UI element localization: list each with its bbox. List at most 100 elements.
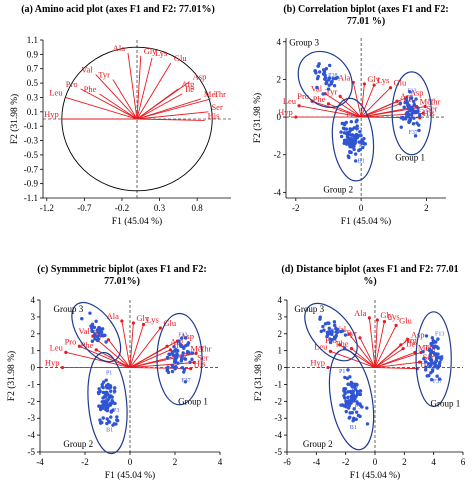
d-vector-end: [394, 323, 398, 328]
d-observation-point: [343, 396, 347, 400]
d-observation-point: [334, 330, 338, 334]
b-observation-point: [358, 130, 362, 134]
b-observation-point: [344, 120, 348, 125]
d-vector-label-ala: Ala: [354, 308, 367, 318]
d-vector-label-glu: Glu: [399, 315, 413, 325]
d-observation-point: [365, 406, 369, 410]
c-observation-point: [181, 351, 185, 355]
d-x-tick-label: -6: [283, 457, 291, 467]
b-observation-point: [347, 137, 352, 141]
c-observation-point: [174, 365, 178, 369]
d-x-tick-label: 4: [431, 457, 436, 467]
a-y-tick-label: -0.5: [24, 150, 39, 160]
d-vector-ile: [374, 348, 404, 368]
c-observation-point: [183, 380, 188, 384]
b-group-ellipse-1: [391, 71, 432, 156]
c-y-tick-label: 1: [31, 346, 36, 356]
d-vector-val: [348, 333, 376, 368]
a-y-tick-label: 0.7: [27, 64, 39, 74]
c-vector-tyr: [108, 339, 131, 368]
a-vector-glu: [136, 62, 172, 120]
b-y-tick-label: 4: [277, 37, 282, 47]
d-observation-point: [319, 329, 323, 334]
a-vector-label-phe: Phe: [84, 84, 97, 94]
b-observation-point: [359, 133, 363, 138]
a-vector-tyr: [112, 79, 138, 120]
c-observation-point: [101, 380, 106, 384]
d-observation-point: [436, 337, 440, 341]
d-observation-point: [352, 399, 356, 403]
c-vector-label-met: Met: [190, 343, 204, 353]
d-vector-label-tyr: Tyr: [345, 328, 357, 338]
a-vector-ser: [136, 111, 209, 120]
a-y-tick-label: 0.9: [27, 49, 39, 59]
b-vector-label-asp: Asp: [410, 87, 424, 97]
d-observation-point: [424, 334, 429, 338]
c-group-label: Group 2: [63, 439, 93, 449]
c-vector-thr: [129, 352, 197, 368]
b-observation-point: [358, 147, 362, 152]
d-observation-point: [438, 360, 442, 365]
b-vector-leu: [298, 105, 362, 118]
b-y-tick-label: -4: [274, 187, 282, 197]
b-observation-point: [331, 76, 336, 81]
a-vector-leu: [65, 97, 138, 120]
c-vector-end: [168, 348, 173, 352]
c-observation-point: [88, 311, 92, 315]
d-observation-point: [430, 336, 435, 340]
d-y-tick-label: 0: [278, 363, 283, 373]
c-x-axis-label: F1 (45.04 %): [105, 470, 155, 481]
a-vector-pro: [80, 88, 138, 120]
b-vector-end: [372, 83, 376, 87]
c-observation-point: [90, 329, 94, 334]
d-observation-point: [358, 414, 362, 419]
b-observation-point: [335, 75, 340, 80]
d-observation-point: [330, 329, 334, 333]
c-observation-label: P3: [113, 408, 119, 414]
a-vector-label-asp: Asp: [193, 72, 207, 82]
a-vector-ala: [127, 52, 138, 120]
d-vector-end: [328, 349, 333, 353]
b-x-tick-label: -2: [292, 203, 300, 213]
d-vector-end: [367, 316, 371, 320]
c-observation-point: [110, 395, 114, 399]
panel-c-title: (c) Symmmetric biplot (axes F1 and F2: 77…: [37, 264, 206, 287]
c-observation-point: [97, 391, 101, 396]
c-observation-point: [100, 327, 105, 331]
b-observation-point: [326, 87, 331, 91]
d-y-tick-label: -1: [275, 379, 283, 389]
b-observation-point: [352, 147, 356, 152]
a-y-tick-label: 0.3: [27, 92, 39, 102]
c-observation-point: [190, 357, 194, 362]
b-observation-point: [361, 145, 365, 150]
d-vector-end: [338, 343, 342, 347]
b-observation-point: [355, 126, 359, 131]
a-vector-label-gly: Gly: [144, 46, 158, 56]
c-observation-point: [89, 326, 94, 330]
d-x-tick-label: 0: [373, 457, 378, 467]
c-observation-point: [111, 423, 115, 427]
d-vector-gly: [374, 319, 378, 368]
b-vector-phe: [328, 103, 362, 118]
b-x-tick-label: 0: [359, 203, 364, 213]
d-observation-point: [421, 349, 425, 354]
d-vector-end: [417, 360, 422, 364]
c-group-label: Group 3: [54, 304, 84, 314]
c-observation-point: [80, 316, 84, 321]
a-x-tick-label: -0.7: [77, 203, 92, 213]
d-observation-point: [430, 344, 435, 348]
b-observation-point: [406, 103, 410, 108]
b-observation-point: [353, 152, 358, 156]
b-observation-label: B1: [358, 159, 365, 165]
c-x-tick-label: 4: [218, 457, 223, 467]
c-group-ellipse-3: [71, 301, 122, 363]
c-vector-end: [94, 348, 98, 352]
b-observation-point: [408, 116, 412, 121]
a-vector-label-tyr: Tyr: [98, 70, 110, 80]
a-vector-label-thr: Thr: [214, 89, 226, 99]
d-vector-thr: [374, 351, 422, 368]
c-observation-point: [102, 402, 106, 406]
d-observation-point: [355, 402, 360, 406]
d-observation-label: F32: [434, 355, 443, 361]
